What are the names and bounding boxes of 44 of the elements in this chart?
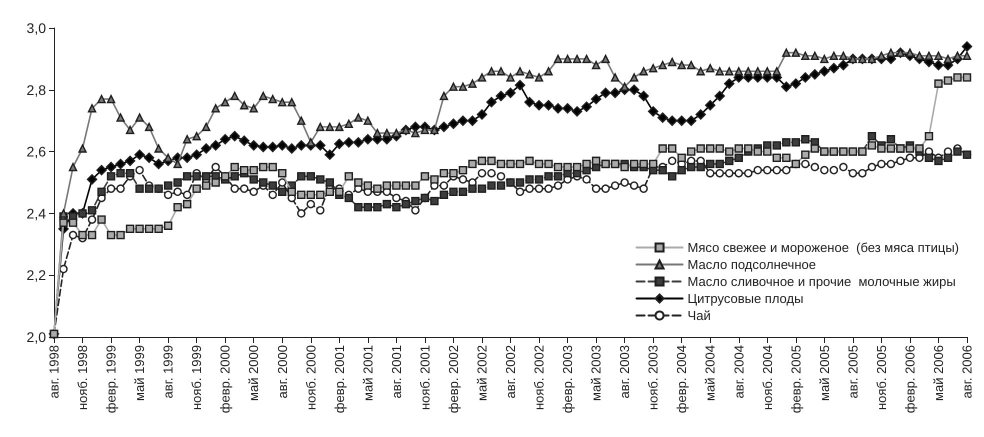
x-tick-label: авг. 2001	[388, 345, 404, 398]
x-tick-label: нояб. 1999	[189, 345, 204, 410]
x-tick-label: май 2000	[246, 345, 262, 401]
x-tick-label: нояб. 2004	[760, 345, 775, 410]
x-tick-label: авг. 2005	[845, 345, 860, 398]
x-tick-label: авг. 1999	[160, 345, 176, 398]
x-tick-label: май 2002	[474, 345, 490, 401]
y-tick-label: 2,4	[26, 205, 46, 222]
x-tick-label: февр. 1999	[104, 345, 119, 414]
y-tick-label: 3,0	[26, 20, 46, 36]
legend-label: Цитрусовые плоды	[688, 291, 804, 306]
x-tick-label: май 2003	[588, 345, 604, 401]
y-tick-label: 2,2	[26, 267, 46, 284]
x-tick-label: февр. 2006	[902, 345, 918, 414]
x-tick-label: май 2006	[930, 345, 946, 401]
x-tick-label: нояб. 2000	[303, 345, 318, 410]
y-tick-label: 2,8	[26, 82, 46, 98]
x-tick-label: февр. 2000	[218, 345, 233, 414]
legend-label: Мясо свежее и мороженое (без мяса птицы)	[688, 240, 959, 255]
x-tick-label: авг. 2003	[617, 345, 632, 398]
x-tick-label: февр. 2003	[560, 345, 576, 414]
x-tick-label: май 1999	[132, 345, 148, 401]
x-tick-label: февр. 2004	[674, 345, 690, 414]
y-tick-label: 2,6	[26, 144, 46, 160]
x-tick-label: февр. 2005	[788, 345, 804, 414]
x-tick-label: нояб. 2005	[874, 345, 889, 410]
x-tick-label: февр. 2002	[446, 345, 461, 414]
x-tick-label: нояб. 1998	[75, 345, 90, 410]
x-tick-label: май 2005	[816, 345, 832, 401]
x-tick-label: авг. 2004	[731, 345, 746, 398]
legend-label: Масло подсолнечное	[688, 257, 816, 272]
x-tick-label: нояб. 2003	[646, 345, 661, 410]
legend-label: Чай	[688, 308, 711, 323]
x-tick-label: февр. 2001	[332, 345, 347, 414]
x-tick-label: май 2001	[360, 345, 376, 401]
x-tick-label: авг. 1998	[46, 345, 62, 398]
x-tick-label: авг. 2006	[960, 345, 974, 398]
x-tick-label: нояб. 2002	[532, 345, 547, 410]
x-tick-label: нояб. 2001	[417, 345, 432, 410]
x-tick-label: май 2004	[702, 345, 718, 401]
legend-label: Масло сливочное и прочие молочные жиры	[688, 274, 956, 289]
x-tick-label: авг. 2000	[274, 345, 290, 398]
x-tick-label: авг. 2002	[503, 345, 518, 398]
y-tick-label: 2,0	[26, 329, 46, 345]
